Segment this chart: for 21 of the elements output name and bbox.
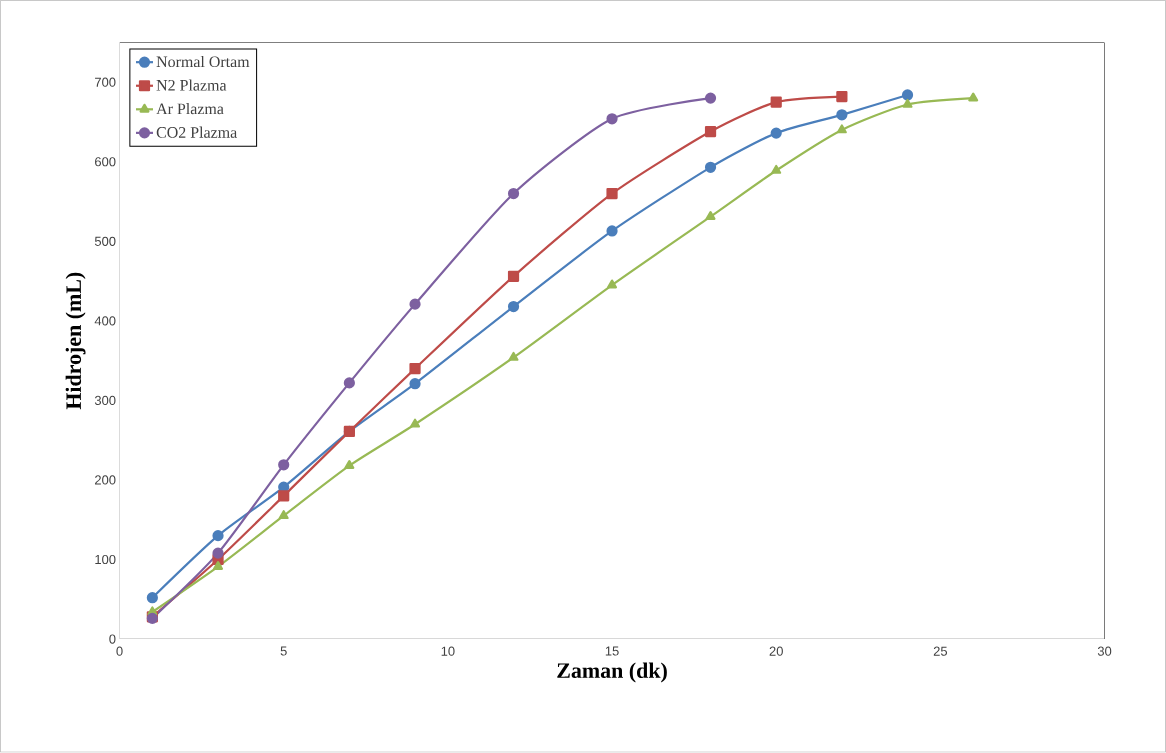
legend-label: N2 Plazma [156,79,227,91]
y-tick-label: 0 [109,634,116,644]
x-tick-label: 20 [769,646,783,656]
y-tick-label: 500 [94,236,116,247]
x-axis-title: Zaman (dk) [557,662,667,683]
y-tick-label: 300 [94,396,116,406]
x-tick-label: 30 [1097,646,1112,656]
y-tick-label: 200 [95,475,116,485]
legend-label: Normal Ortam [156,56,250,68]
x-tick-label: 5 [280,646,287,656]
legend-label: Ar Plazma [156,103,224,115]
x-tick-label: 15 [605,646,619,656]
y-tick-label: 100 [95,555,116,565]
x-tick-label: 0 [116,646,123,656]
x-tick-label: 25 [933,646,948,656]
x-tick-label: 10 [441,646,455,656]
y-axis-title: Hidrojen (mL) [65,272,86,410]
legend-label: CO2 Plazma [156,126,237,139]
y-tick-label: 700 [95,77,116,88]
y-tick-label: 400 [94,316,116,326]
y-tick-label: 600 [95,157,116,167]
